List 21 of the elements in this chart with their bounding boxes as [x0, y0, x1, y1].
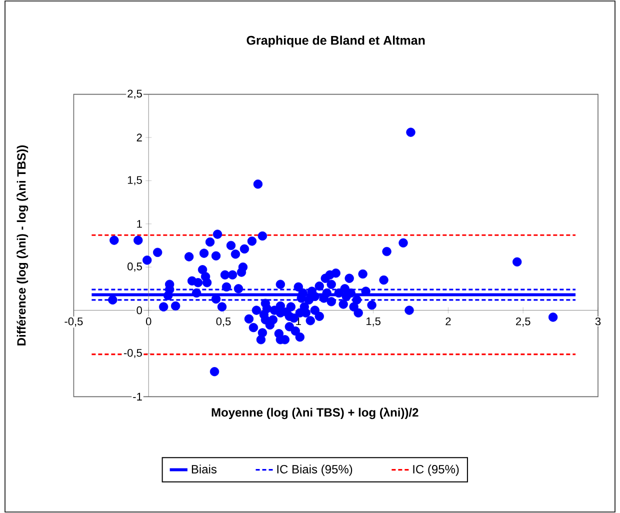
y-tick-label: 1: [137, 220, 142, 228]
y-axis-title: Différence (log (λni) - log (λni TBS)): [16, 145, 28, 346]
y-tick-label: 0,5: [128, 262, 142, 272]
legend-label: IC Biais (95%): [277, 464, 352, 476]
y-tick-label: 2,5: [128, 90, 142, 99]
x-tick-label: 2,5: [516, 318, 530, 327]
x-tick-label: 0: [146, 318, 152, 326]
y-tick-label: 2: [136, 134, 142, 142]
legend-label: Biais: [192, 464, 217, 474]
legend-label: IC (95%): [413, 464, 459, 476]
y-tick-label: -1: [133, 392, 142, 400]
x-tick-label: 3: [595, 318, 601, 326]
x-tick-label: -0,5: [64, 318, 83, 327]
x-tick-label: 0,5: [216, 318, 231, 327]
y-tick-label: 1,5: [128, 176, 142, 186]
x-axis-title: Moyenne (log (λni TBS) + log (λni))/2: [212, 408, 418, 420]
x-tick-label: 1,5: [366, 317, 380, 326]
chart-title: Graphique de Bland et Altman: [246, 36, 425, 48]
y-tick-label: 0: [136, 306, 142, 314]
y-tick-label: -0,5: [124, 348, 142, 358]
x-tick-label: 2: [446, 318, 451, 326]
